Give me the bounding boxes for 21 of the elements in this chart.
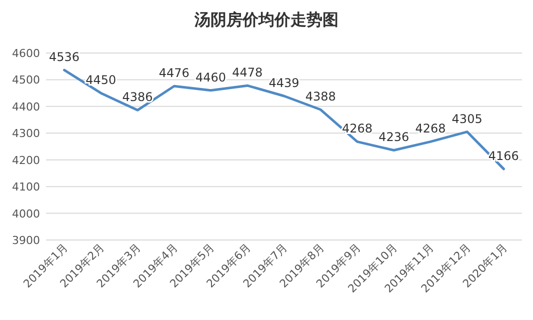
- data-label: 4268: [342, 122, 373, 136]
- y-tick-label: 4400: [12, 100, 40, 114]
- data-label: 4478: [232, 66, 263, 80]
- data-label: 4268: [415, 122, 446, 136]
- data-label: 4450: [86, 73, 116, 88]
- data-label: 4460: [195, 70, 226, 84]
- y-tick-label: 4000: [12, 207, 40, 220]
- data-label: 4439: [268, 76, 300, 90]
- y-tick-label: 4600: [12, 47, 40, 60]
- data-label: 4305: [452, 112, 482, 126]
- data-label: 4386: [122, 90, 153, 104]
- data-label: 4236: [378, 130, 410, 144]
- data-label: 4536: [49, 50, 80, 64]
- y-tick-label: 4200: [12, 154, 40, 167]
- y-tick-label: 3900: [12, 234, 40, 247]
- y-tick-label: 4100: [12, 180, 40, 194]
- data-label: 4388: [305, 90, 336, 104]
- data-label: 4476: [158, 66, 190, 80]
- chart-title: 汤阴房价均价走势图: [194, 10, 338, 29]
- y-tick-label: 4300: [12, 127, 40, 140]
- y-tick-label: 4500: [12, 74, 40, 87]
